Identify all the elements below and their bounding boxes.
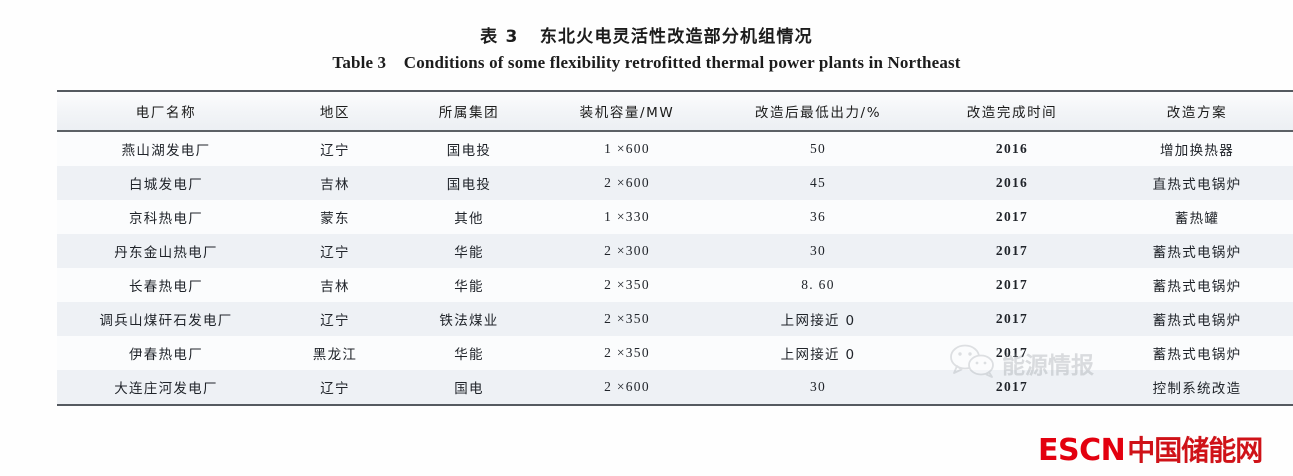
table-row: 白城发电厂 吉林 国电投 2 ×600 45 2016 直热式电锅炉 — [57, 166, 1293, 200]
power-plant-retrofit-table: 电厂名称 地区 所属集团 装机容量/MW 改造后最低出力/% 改造完成时间 改造… — [57, 90, 1293, 406]
cell-min-output: 36 — [809, 209, 827, 224]
cell-year: 2017 — [995, 311, 1029, 326]
cell-capacity: 1 ×330 — [604, 209, 650, 224]
escn-logo-chinese-text: 中国储能网 — [1127, 434, 1263, 467]
cell-region: 蒙东 — [320, 211, 350, 227]
cell-region: 吉林 — [320, 177, 350, 193]
column-header-min-output: 改造后最低出力/% — [711, 90, 925, 132]
cell-region: 吉林 — [320, 279, 350, 295]
cell-min-output: 上网接近 0 — [780, 347, 856, 363]
cell-year: 2016 — [995, 141, 1029, 156]
cell-min-output: 50 — [809, 141, 827, 156]
cell-plant-name: 丹东金山热电厂 — [114, 245, 218, 261]
cell-year: 2017 — [995, 243, 1029, 258]
cell-group: 其他 — [454, 211, 484, 227]
cell-region: 黑龙江 — [312, 347, 358, 363]
table-row: 伊春热电厂 黑龙江 华能 2 ×350 上网接近 0 2017 蓄热式电锅炉 — [57, 336, 1293, 370]
table-header-row: 电厂名称 地区 所属集团 装机容量/MW 改造后最低出力/% 改造完成时间 改造… — [57, 90, 1293, 132]
cell-year: 2017 — [995, 209, 1029, 224]
cell-min-output: 30 — [809, 243, 827, 258]
cell-plant-name: 长春热电厂 — [129, 279, 203, 295]
cell-min-output: 45 — [809, 175, 827, 190]
escn-logo: ESCN 中国储能网 — [1038, 429, 1263, 469]
cell-min-output: 30 — [711, 370, 925, 406]
column-header-region: 地区 — [275, 90, 395, 132]
cell-region: 辽宁 — [320, 245, 350, 261]
table-row: 燕山湖发电厂 辽宁 国电投 1 ×600 50 2016 增加换热器 — [57, 131, 1293, 166]
table-row: 丹东金山热电厂 辽宁 华能 2 ×300 30 2017 蓄热式电锅炉 — [57, 234, 1293, 268]
cell-plan: 控制系统改造 — [1099, 370, 1293, 406]
column-header-plan: 改造方案 — [1099, 90, 1293, 132]
column-header-group: 所属集团 — [395, 90, 543, 132]
cell-region: 辽宁 — [320, 143, 350, 159]
cell-min-output: 8. 60 — [801, 277, 835, 292]
cell-group: 国电投 — [446, 143, 492, 159]
cell-plant-name: 伊春热电厂 — [129, 347, 203, 363]
cell-capacity: 1 ×600 — [604, 141, 650, 156]
cell-group: 华能 — [454, 347, 484, 363]
table-title-chinese: 表 3 东北火电灵活性改造部分机组情况 — [480, 27, 813, 47]
cell-plan: 蓄热罐 — [1174, 211, 1220, 227]
cell-plan: 直热式电锅炉 — [1152, 177, 1242, 193]
cell-group: 铁法煤业 — [439, 313, 499, 329]
table-row: 大连庄河发电厂 辽宁 国电 2 ×600 30 2017 控制系统改造 — [57, 370, 1293, 406]
cell-plant-name: 调兵山煤矸石发电厂 — [99, 313, 233, 329]
cell-capacity: 2 ×350 — [604, 277, 650, 292]
cell-capacity: 2 ×300 — [604, 243, 650, 258]
cell-plant-name: 燕山湖发电厂 — [121, 143, 211, 159]
table-row: 长春热电厂 吉林 华能 2 ×350 8. 60 2017 蓄热式电锅炉 — [57, 268, 1293, 302]
cell-plan: 蓄热式电锅炉 — [1152, 245, 1242, 261]
table-row: 京科热电厂 蒙东 其他 1 ×330 36 2017 蓄热罐 — [57, 200, 1293, 234]
cell-plant-name: 京科热电厂 — [129, 211, 203, 227]
cell-region: 辽宁 — [275, 370, 395, 406]
cell-plant-name: 大连庄河发电厂 — [57, 370, 275, 406]
table-title-english: Table 3 Conditions of some flexibility r… — [332, 53, 961, 72]
cell-plan: 蓄热式电锅炉 — [1152, 279, 1242, 295]
table-container: 电厂名称 地区 所属集团 装机容量/MW 改造后最低出力/% 改造完成时间 改造… — [57, 90, 1293, 406]
cell-group: 国电 — [395, 370, 543, 406]
escn-logo-latin-text: ESCN — [1038, 433, 1126, 468]
cell-capacity: 2 ×350 — [604, 311, 650, 326]
cell-capacity: 2 ×600 — [604, 175, 650, 190]
cell-year: 2016 — [995, 175, 1029, 190]
cell-plant-name: 白城发电厂 — [129, 177, 203, 193]
cell-group: 国电投 — [446, 177, 492, 193]
cell-group: 华能 — [454, 279, 484, 295]
cell-region: 辽宁 — [320, 313, 350, 329]
cell-year: 2017 — [995, 345, 1029, 360]
column-header-capacity: 装机容量/MW — [543, 90, 711, 132]
cell-min-output: 上网接近 0 — [780, 313, 856, 329]
column-header-year: 改造完成时间 — [925, 90, 1099, 132]
cell-year: 2017 — [925, 370, 1099, 406]
table-caption-block: 表 3 东北火电灵活性改造部分机组情况 Table 3 Conditions o… — [0, 26, 1293, 75]
column-header-plant-name: 电厂名称 — [57, 90, 275, 132]
cell-plan: 增加换热器 — [1160, 143, 1234, 159]
cell-capacity: 2 ×350 — [604, 345, 650, 360]
table-row: 调兵山煤矸石发电厂 辽宁 铁法煤业 2 ×350 上网接近 0 2017 蓄热式… — [57, 302, 1293, 336]
cell-group: 华能 — [454, 245, 484, 261]
cell-plan: 蓄热式电锅炉 — [1152, 313, 1242, 329]
cell-year: 2017 — [995, 277, 1029, 292]
cell-capacity: 2 ×600 — [543, 370, 711, 406]
cell-plan: 蓄热式电锅炉 — [1152, 347, 1242, 363]
